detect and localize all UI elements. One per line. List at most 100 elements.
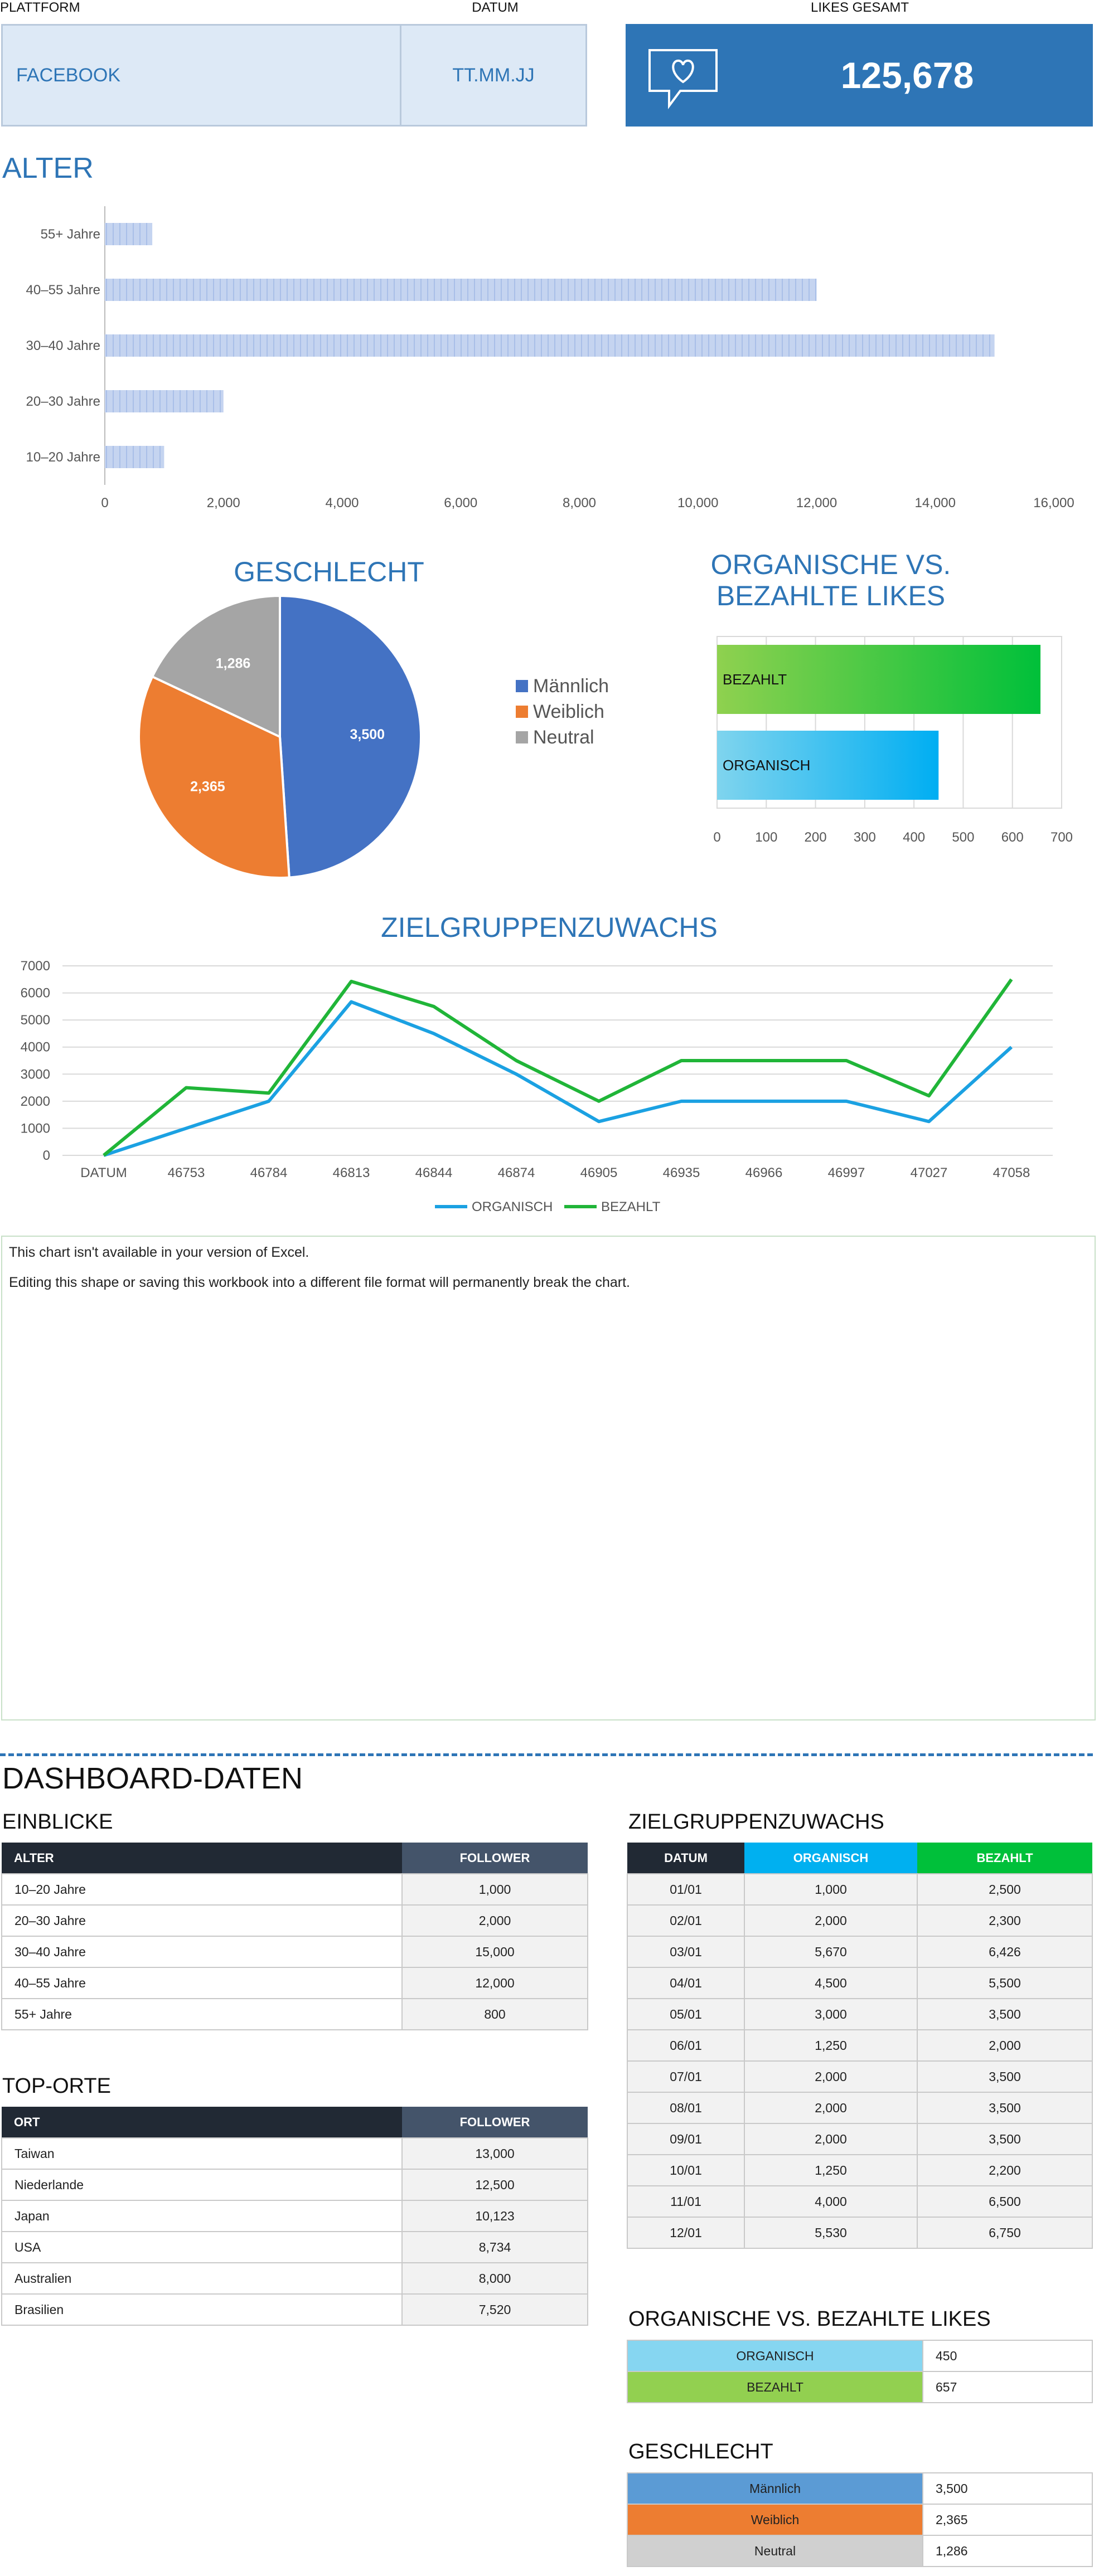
age-column-header: ALTER	[2, 1843, 402, 1874]
growth-x-tick: 46753	[168, 1165, 205, 1180]
table-cell: 2,000	[917, 2029, 1093, 2062]
table-cell: Japan	[1, 2200, 403, 2232]
value-cell: 450	[922, 2340, 1093, 2372]
table-row: 09/01 2,000 3,500	[627, 2123, 1093, 2155]
growth-table: DATUM ORGANISCH BEZAHLT 01/01 1,000 2,500 02/0…	[627, 1843, 1093, 2249]
table-cell: Australien	[1, 2262, 403, 2295]
table-cell: 20–30 Jahre	[1, 1904, 403, 1937]
table-header-row: DATUM ORGANISCH BEZAHLT	[627, 1843, 1092, 1874]
table-cell: 2,000	[744, 2123, 918, 2155]
organic-column-header: ORGANISCH	[744, 1843, 917, 1874]
date-label: DATUM	[472, 0, 519, 15]
age-x-tick: 16,000	[1033, 495, 1074, 511]
table-cell: 01/01	[627, 1873, 745, 1906]
table-cell: 3,500	[917, 2123, 1093, 2155]
pie-data-label: 1,286	[216, 656, 251, 672]
value-cell: 2,365	[922, 2504, 1093, 2536]
table-cell: 4,000	[744, 2185, 918, 2218]
age-x-tick: 0	[101, 495, 108, 511]
table-row: ORGANISCH 450	[627, 2340, 1093, 2372]
age-bar	[105, 223, 153, 245]
growth-y-tick: 1000	[21, 1121, 50, 1136]
table-cell: 5,670	[744, 1936, 918, 1968]
legend-swatch	[516, 680, 528, 692]
op-bar	[717, 645, 1041, 714]
age-x-tick: 2,000	[207, 495, 240, 511]
growth-y-tick: 3000	[21, 1067, 50, 1082]
growth-chart-title: ZIELGRUPPENZUWACHS	[381, 912, 718, 943]
platform-value: FACEBOOK	[16, 64, 121, 86]
date-column-header: DATUM	[627, 1843, 744, 1874]
table-cell: Brasilien	[1, 2293, 403, 2326]
table-cell: 8,734	[401, 2231, 588, 2263]
table-cell: 1,000	[744, 1873, 918, 1906]
gender-table: Männlich 3,500 Weiblich 2,365 Neutral 1,286	[627, 2472, 1093, 2567]
age-x-tick: 14,000	[915, 495, 956, 511]
growth-x-tick: 46966	[745, 1165, 783, 1180]
place-column-header: ORT	[2, 2107, 402, 2138]
gender-chart-title: GESCHLECHT	[234, 556, 424, 587]
age-bar	[105, 446, 164, 468]
table-row: Brasilien 7,520	[1, 2293, 588, 2326]
table-cell: 3,500	[917, 2060, 1093, 2093]
table-cell: 08/01	[627, 2092, 745, 2124]
table-row: Niederlande 12,500	[1, 2169, 588, 2201]
category-cell: ORGANISCH	[627, 2340, 923, 2372]
category-cell: Neutral	[627, 2535, 923, 2567]
organic-paid-chart-title: ORGANISCHE VS. BEZAHLTE LIKES	[710, 549, 951, 611]
op-category-label: BEZAHLT	[723, 671, 787, 688]
value-cell: 1,286	[922, 2535, 1093, 2567]
growth-x-tick: 47027	[911, 1165, 948, 1180]
op-bar	[717, 731, 939, 800]
table-cell: 1,250	[744, 2154, 918, 2186]
legend-entry: Männlich	[533, 675, 609, 697]
age-category-label: 40–55 Jahre	[26, 283, 100, 298]
age-bar-chart: 0 2,000 4,000 6,000 8,000 10,000 12,000 14,000 1…	[26, 206, 1074, 511]
table-cell: 12,500	[401, 2169, 588, 2201]
table-row: 11/01 4,000 6,500	[627, 2185, 1093, 2218]
table-cell: 3,500	[917, 1998, 1093, 2030]
age-bar	[105, 279, 817, 301]
growth-x-tick: 47058	[993, 1165, 1030, 1180]
growth-table-title: ZIELGRUPPENZUWACHS	[628, 1810, 884, 1834]
table-row: USA 8,734	[1, 2231, 588, 2263]
growth-x-tick: 46935	[663, 1165, 700, 1180]
growth-x-tick: 46784	[250, 1165, 288, 1180]
table-cell: 5,530	[744, 2217, 918, 2249]
category-cell: BEZAHLT	[627, 2371, 923, 2403]
table-row: 06/01 1,250 2,000	[627, 2029, 1093, 2062]
platform-box: FACEBOOK	[1, 24, 401, 127]
table-cell: 03/01	[627, 1936, 745, 1968]
growth-y-tick: 0	[43, 1148, 50, 1163]
table-cell: 3,000	[744, 1998, 918, 2030]
pie-slice	[279, 594, 423, 879]
table-cell: 1,250	[744, 2029, 918, 2062]
table-cell: 2,500	[917, 1873, 1093, 1906]
op-x-tick: 0	[713, 830, 720, 845]
gender-pie-chart: 3,500 2,365 1,286 Männlich Weiblich Neutral	[138, 594, 609, 879]
table-cell: 2,000	[744, 1904, 918, 1937]
table-row: 01/01 1,000 2,500	[627, 1873, 1093, 1906]
table-row: 30–40 Jahre 15,000	[1, 1936, 588, 1968]
table-row: 04/01 4,500 5,500	[627, 1967, 1093, 1999]
op-x-tick: 700	[1050, 830, 1073, 845]
age-category-label: 10–20 Jahre	[26, 450, 100, 465]
table-cell: 05/01	[627, 1998, 745, 2030]
table-cell: 2,000	[744, 2060, 918, 2093]
table-row: Neutral 1,286	[627, 2535, 1093, 2567]
follower-column-header: FOLLOWER	[402, 1843, 588, 1874]
op-x-tick: 600	[1001, 830, 1024, 845]
table-row: BEZAHLT 657	[627, 2371, 1093, 2403]
table-cell: 2,000	[744, 2092, 918, 2124]
category-cell: Männlich	[627, 2472, 923, 2505]
table-row: Weiblich 2,365	[627, 2504, 1093, 2536]
age-category-label: 55+ Jahre	[41, 227, 100, 242]
age-bar	[105, 334, 995, 357]
legend-entry: Neutral	[533, 727, 594, 748]
value-cell: 3,500	[922, 2472, 1093, 2505]
op-x-tick: 300	[854, 830, 876, 845]
table-row: 10–20 Jahre 1,000	[1, 1873, 588, 1906]
organic-paid-table: ORGANISCH 450 BEZAHLT 657	[627, 2340, 1093, 2403]
insights-title: EINBLICKE	[2, 1810, 113, 1834]
likes-box: 125,678	[626, 24, 1093, 127]
